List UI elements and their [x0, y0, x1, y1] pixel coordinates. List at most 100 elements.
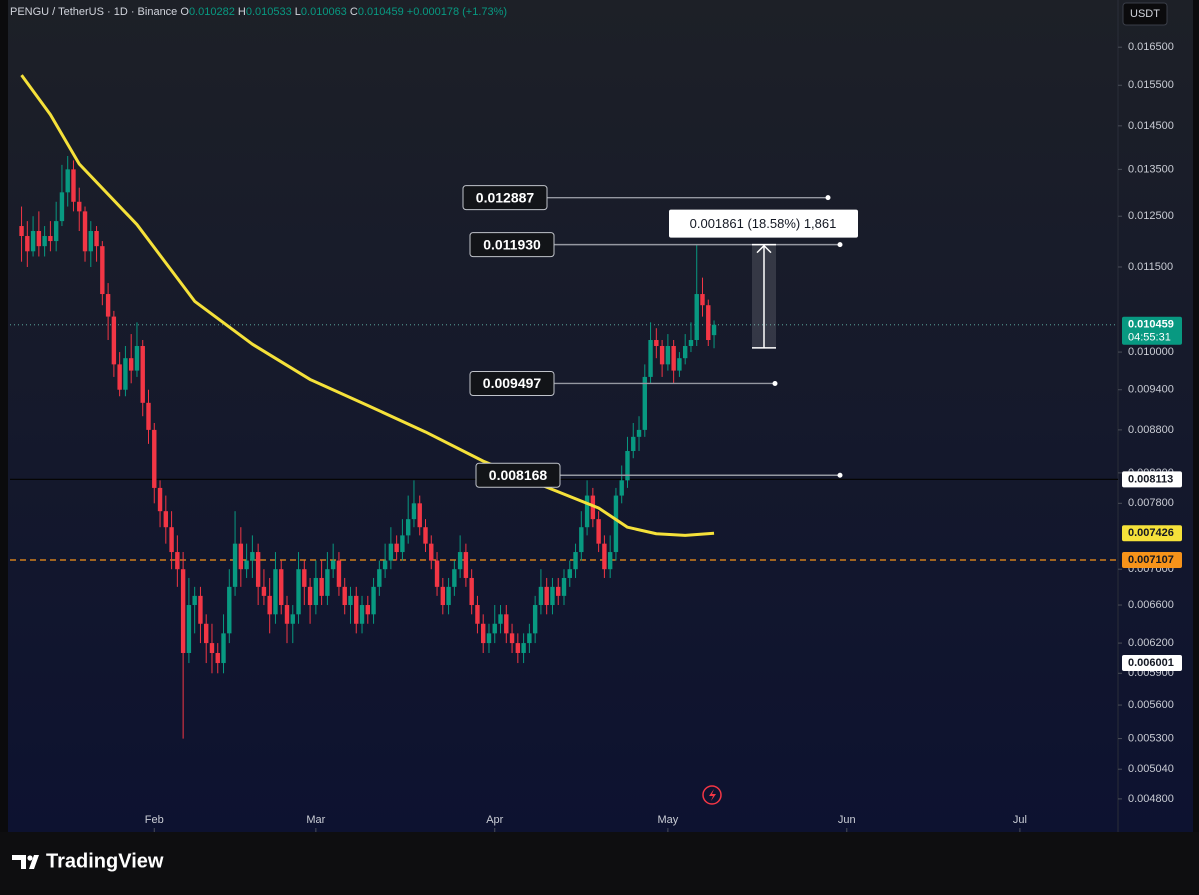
- y-tick-label: 0.012500: [1128, 210, 1174, 222]
- y-tick-label: 0.015500: [1128, 79, 1174, 91]
- y-tick-label: 0.014500: [1128, 120, 1174, 132]
- candle-body: [123, 358, 128, 390]
- countdown: 04:55:31: [1128, 332, 1171, 344]
- measure-label: 0.001861 (18.58%) 1,861: [690, 216, 837, 231]
- candle-body: [82, 211, 88, 252]
- candle-body: [250, 552, 255, 561]
- candle-body: [602, 543, 607, 570]
- candle-body: [365, 605, 370, 615]
- event-icon[interactable]: [702, 785, 722, 805]
- candle-body: [342, 586, 347, 606]
- candle-body: [457, 552, 463, 570]
- candle-body: [330, 560, 336, 570]
- price-label: 0.010459: [1128, 319, 1174, 331]
- candle-body: [625, 451, 630, 481]
- candle-body: [209, 643, 215, 653]
- level-end: [825, 195, 831, 201]
- y-tick-label: 0.010000: [1128, 346, 1174, 358]
- candle-body: [279, 569, 284, 606]
- candle-body: [192, 595, 197, 606]
- candle-body: [521, 643, 526, 653]
- candle-body: [688, 340, 694, 347]
- candle-body: [152, 429, 157, 488]
- currency[interactable]: USDT: [1130, 8, 1160, 20]
- candle-body: [388, 543, 394, 561]
- price-label: 0.008113: [1128, 473, 1173, 485]
- candle-body: [348, 595, 353, 606]
- candle-body: [509, 633, 515, 644]
- candle-body: [336, 560, 342, 587]
- price-label: 0.007107: [1128, 554, 1174, 566]
- candle-body: [648, 340, 653, 377]
- candle-body: [198, 595, 203, 624]
- candle-body: [307, 586, 313, 606]
- candle-body: [400, 535, 405, 553]
- candle-body: [532, 605, 538, 634]
- candle-body: [105, 294, 111, 317]
- candle-body: [111, 316, 117, 365]
- candle-body: [677, 358, 682, 371]
- price-label-box: [1122, 551, 1182, 568]
- chart-background: [8, 0, 1193, 832]
- candle-body: [423, 527, 428, 544]
- change: +0.000178 (+1.73%): [407, 6, 507, 18]
- currency-box[interactable]: [1122, 2, 1168, 26]
- candle-body: [232, 543, 238, 587]
- candle-body: [48, 236, 53, 242]
- candle-body: [65, 169, 70, 193]
- candle-body: [636, 429, 642, 437]
- candle-body: [631, 436, 636, 452]
- candle-body: [556, 586, 561, 596]
- candle-body: [359, 605, 365, 624]
- symbol-title: PENGU / TetherUS · 1D · Binance: [10, 6, 177, 18]
- plot: [10, 74, 1118, 739]
- x-tick-label: Apr: [486, 814, 503, 826]
- candle-body: [429, 543, 434, 561]
- candle-body: [417, 503, 422, 528]
- candle-body: [94, 231, 99, 247]
- candle-body: [325, 569, 330, 596]
- candle-body: [255, 552, 261, 587]
- candle-body: [227, 586, 232, 634]
- x-tick-label: Mar: [306, 814, 325, 826]
- price-label: 0.007426: [1128, 527, 1174, 539]
- moving-average: [20, 74, 715, 537]
- y-tick-label: 0.009400: [1128, 384, 1174, 396]
- y-tick-label: 0.004800: [1128, 793, 1174, 805]
- candle-body: [573, 552, 578, 570]
- candle-body: [30, 231, 36, 252]
- x-tick-label: Jun: [838, 814, 856, 826]
- candle-body: [100, 246, 105, 295]
- candle-body: [671, 346, 676, 371]
- candle-body: [267, 595, 272, 615]
- candle-body: [284, 605, 290, 624]
- candle-body: [405, 519, 411, 536]
- x-tick-label: Jul: [1013, 814, 1027, 826]
- candle-body: [515, 643, 521, 653]
- y-tick-label: 0.005300: [1128, 732, 1174, 744]
- level-end: [837, 472, 843, 478]
- candle-body: [567, 569, 572, 578]
- candle-body: [36, 231, 42, 247]
- candle-body: [313, 577, 319, 606]
- candle-body: [204, 623, 209, 644]
- candle-body: [642, 376, 647, 430]
- candle-body: [382, 560, 388, 570]
- candle-body: [134, 346, 140, 371]
- y-tick-label: 0.016500: [1128, 41, 1174, 53]
- candle-body: [654, 340, 659, 347]
- candle-body: [261, 586, 267, 596]
- ohlc-key: H: [238, 6, 246, 18]
- candle-body: [550, 586, 555, 606]
- candle-body: [711, 324, 717, 336]
- candle-body: [25, 236, 30, 252]
- candle-body: [186, 605, 192, 653]
- candle-body: [694, 294, 699, 341]
- candle-body: [434, 560, 440, 587]
- level-box: [475, 462, 561, 488]
- ohlc-value: 0.010533: [246, 6, 292, 18]
- candle-body: [498, 614, 503, 624]
- overlay: 0.012887 0.011930 0.009497 0.008168 0.001861…: [462, 185, 858, 488]
